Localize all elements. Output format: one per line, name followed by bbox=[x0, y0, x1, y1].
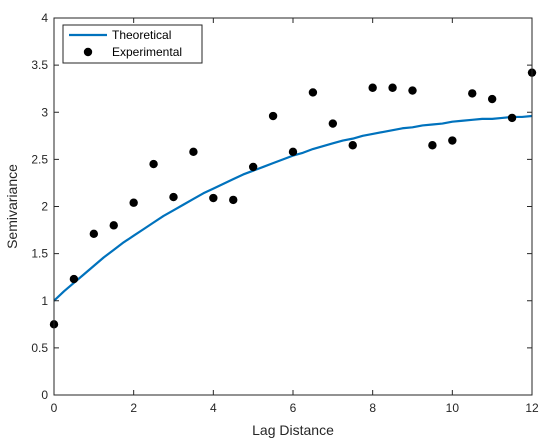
data-point-experimental bbox=[229, 195, 238, 205]
legend: Theoretical Experimental bbox=[62, 24, 203, 64]
data-point-experimental bbox=[408, 86, 417, 95]
data-point-experimental bbox=[507, 113, 517, 123]
y-tick-label: 1 bbox=[41, 294, 48, 308]
legend-label-theoretical: Theoretical bbox=[112, 28, 171, 42]
legend-marker-swatch bbox=[83, 47, 93, 57]
y-axis-label: Semivariance bbox=[4, 164, 20, 249]
x-tick-label: 12 bbox=[525, 401, 539, 415]
data-point-experimental bbox=[248, 162, 258, 172]
legend-label-experimental: Experimental bbox=[112, 45, 182, 59]
x-tick-label: 4 bbox=[210, 401, 217, 415]
data-point-experimental bbox=[308, 88, 318, 97]
x-tick-label: 6 bbox=[290, 401, 297, 415]
data-point-experimental bbox=[428, 141, 437, 150]
x-tick-label: 8 bbox=[369, 401, 376, 415]
y-tick-label: 1.5 bbox=[31, 247, 48, 261]
y-axis-ticks: 0 0.5 1 1.5 2 2.5 3 3.5 4 bbox=[31, 11, 532, 402]
x-axis-label: Lag Distance bbox=[252, 422, 334, 438]
y-tick-label: 4 bbox=[41, 11, 48, 25]
plot-background bbox=[54, 18, 532, 395]
y-tick-label: 2 bbox=[41, 200, 48, 214]
data-point-experimental bbox=[149, 159, 158, 169]
data-point-experimental bbox=[468, 89, 477, 98]
x-tick-label: 2 bbox=[130, 401, 137, 415]
legend-box bbox=[62, 24, 203, 64]
series-layer bbox=[49, 68, 537, 329]
data-point-experimental bbox=[388, 83, 397, 92]
y-tick-label: 0 bbox=[41, 388, 48, 402]
plot-area bbox=[54, 18, 532, 395]
data-point-experimental bbox=[189, 147, 198, 157]
data-point-experimental bbox=[487, 94, 497, 104]
data-point-experimental bbox=[328, 119, 338, 128]
x-axis-ticks: 0 2 4 6 8 10 12 bbox=[51, 18, 539, 415]
data-point-experimental bbox=[89, 229, 99, 239]
data-point-experimental bbox=[169, 192, 178, 202]
data-point-experimental bbox=[268, 111, 278, 121]
data-point-experimental bbox=[129, 198, 138, 207]
data-point-experimental bbox=[288, 147, 298, 157]
data-point-experimental bbox=[368, 83, 377, 92]
y-tick-label: 3.5 bbox=[31, 58, 48, 72]
data-point-experimental bbox=[69, 274, 79, 284]
data-point-experimental bbox=[448, 136, 457, 145]
y-tick-label: 3 bbox=[41, 105, 48, 119]
data-point-experimental bbox=[109, 221, 118, 230]
data-point-experimental bbox=[209, 193, 218, 203]
data-point-experimental bbox=[348, 141, 357, 150]
x-tick-label: 10 bbox=[446, 401, 460, 415]
x-tick-label: 0 bbox=[51, 401, 58, 415]
y-tick-label: 0.5 bbox=[31, 341, 48, 355]
y-tick-label: 2.5 bbox=[31, 152, 48, 166]
